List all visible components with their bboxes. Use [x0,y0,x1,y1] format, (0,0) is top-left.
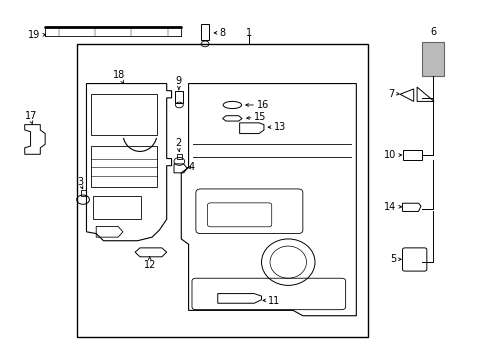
Bar [91,146,157,187]
Text: 1: 1 [246,28,252,38]
Text: 8: 8 [219,28,225,38]
Text: 12: 12 [143,260,156,270]
Text: 17: 17 [25,111,38,121]
Text: 16: 16 [256,100,268,110]
Text: 2: 2 [175,138,182,148]
Bar [91,94,157,135]
Text: 19: 19 [28,30,40,40]
Text: 15: 15 [254,112,266,122]
Text: 7: 7 [387,89,393,99]
Bar [93,196,141,219]
Bar [201,23,209,40]
Bar [177,154,182,159]
Bar [77,44,368,337]
Text: 18: 18 [113,70,125,80]
Text: 5: 5 [389,254,395,264]
Text: 9: 9 [176,76,182,86]
Text: 6: 6 [429,27,435,37]
Text: 14: 14 [383,202,395,212]
Text: 3: 3 [77,177,83,187]
Bar [175,91,183,103]
Text: 13: 13 [273,122,285,132]
Text: 10: 10 [383,150,395,160]
Bar [81,190,85,196]
Text: 4: 4 [188,162,194,172]
Text: 11: 11 [267,296,280,306]
Bar [421,42,443,76]
Bar [402,150,421,160]
